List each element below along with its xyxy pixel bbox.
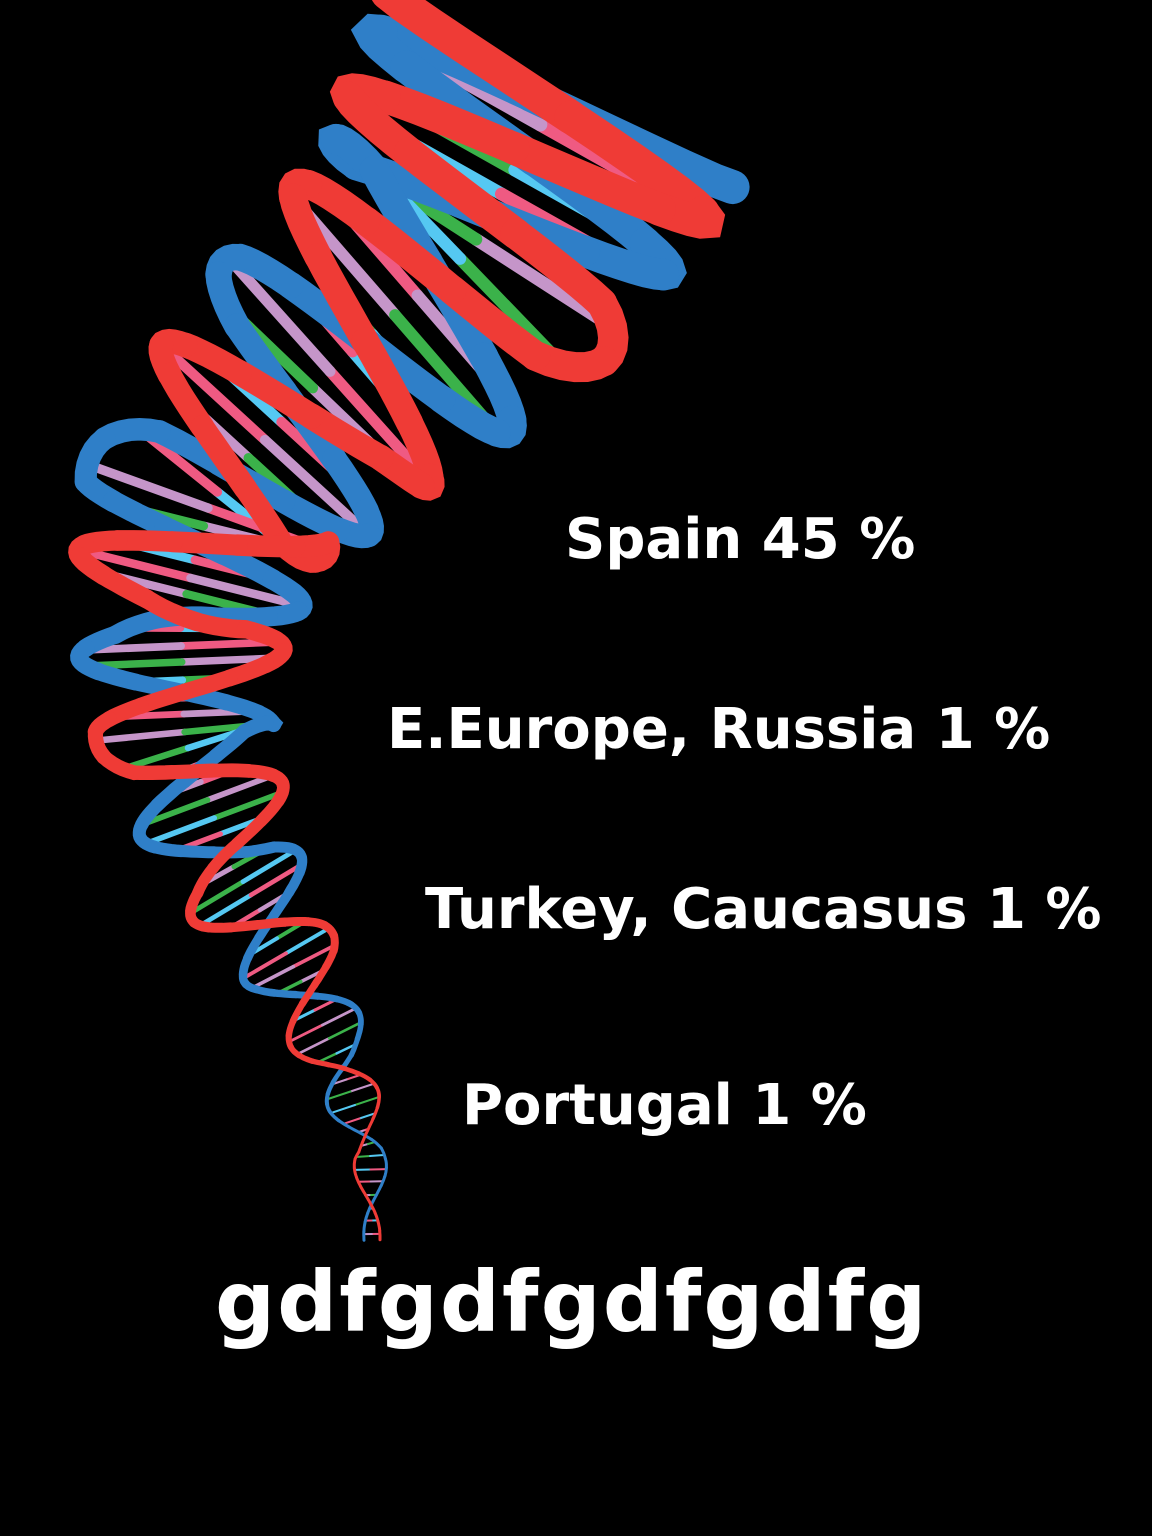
helix-rung [138, 797, 211, 828]
helix-rung [291, 943, 337, 969]
helix-strand-red [371, 1105, 380, 1121]
helix-rung [186, 573, 307, 611]
helix-strand-blue [379, 1146, 387, 1161]
helix-strand-blue [336, 1118, 351, 1129]
helix-strand-red [373, 1211, 380, 1224]
helix-rung [92, 728, 188, 744]
helix-strand-red [279, 183, 333, 271]
helix-rung [223, 252, 336, 377]
helix-rung [325, 1090, 352, 1101]
region-eeurope-russia-label: E.Europe, Russia 1 % [387, 697, 1051, 762]
helix-rung [354, 1095, 381, 1106]
helix-strand-red [376, 1220, 382, 1233]
helix-strand-red [342, 1066, 362, 1077]
helix-strand-red [359, 1184, 368, 1197]
helix-rung [259, 434, 374, 541]
helix-rung [250, 964, 296, 990]
helix-strand-blue [348, 1036, 361, 1058]
helix-strand-blue [370, 1138, 383, 1150]
helix-strand-red [162, 531, 248, 556]
helix-strand-blue [363, 1211, 370, 1224]
helix-strand-blue [354, 1021, 364, 1042]
helix-strand-red [520, 340, 620, 383]
helix-strand-blue [383, 1166, 388, 1179]
helix-strand-red [226, 359, 324, 429]
helix-strand-red [372, 0, 589, 135]
helix-strand-red [437, 274, 551, 371]
helix-strand-red [368, 80, 530, 165]
helix-rung [354, 1155, 372, 1159]
helix-strand-red [357, 1141, 364, 1154]
helix-strand-red [365, 1117, 375, 1133]
helix-strand-blue [362, 1220, 367, 1233]
helix-strand-red [310, 963, 330, 990]
helix-strand-blue [427, 385, 511, 447]
helix-rung [197, 892, 254, 928]
helix-strand-red [360, 1129, 369, 1144]
helix-strand-red [207, 837, 243, 875]
helix-rung [296, 1036, 331, 1056]
helix-rung [327, 1021, 363, 1040]
helix-strand-red [355, 1175, 362, 1188]
helix-strand-blue [379, 1175, 387, 1188]
helix-strand-red [352, 1157, 357, 1170]
footer-code-text: gdfgdfgdfgdfg [215, 1253, 929, 1351]
helix-strand-blue [271, 489, 351, 542]
region-portugal-label: Portugal 1 % [462, 1073, 867, 1138]
helix-strand-red [393, 137, 532, 250]
helix-strand-red [352, 1166, 358, 1179]
helix-strand-red [157, 362, 215, 439]
helix-strand-red [364, 1193, 373, 1206]
helix-strand-red [298, 403, 394, 471]
helix-strand-blue [329, 1111, 341, 1123]
helix-strand-blue [374, 1184, 383, 1197]
helix-rung [369, 1153, 386, 1157]
helix-strand-red [190, 415, 258, 501]
region-spain-label: Spain 45 % [565, 507, 916, 572]
helix-strand-blue [347, 1125, 363, 1135]
helix-strand-red [309, 1058, 332, 1068]
helix-strand-red [326, 1062, 347, 1071]
helix-rung [74, 545, 195, 583]
helix-strand-red [298, 981, 318, 1008]
helix-strand-blue [270, 989, 300, 999]
helix-rung [342, 1117, 361, 1125]
helix-rung [321, 1006, 358, 1027]
helix-rung [204, 772, 277, 803]
helix-strand-blue [350, 13, 424, 84]
helix-rung [240, 847, 299, 885]
helix-rung [358, 1112, 377, 1120]
helix-rung [241, 951, 288, 981]
helix-strand-red [642, 192, 726, 239]
helix-strand-red [497, 131, 676, 226]
helix-rung [349, 1082, 376, 1093]
helix-strand-red [369, 1202, 377, 1215]
helix-rung [156, 339, 271, 446]
helix-rung [82, 459, 213, 513]
helix-strand-blue [383, 1157, 388, 1170]
helix-strand-red [375, 1095, 381, 1110]
helix-strand-red [304, 243, 379, 356]
helix-rung [187, 879, 246, 916]
helix-rung [211, 789, 286, 821]
helix-strand-blue [568, 235, 680, 291]
helix-strand-red [332, 81, 426, 169]
helix-strand-blue [370, 1193, 378, 1206]
helix-rung [284, 926, 331, 956]
region-turkey-caucasus-label: Turkey, Caucasus 1 % [425, 877, 1102, 942]
helix-strand-red [351, 206, 467, 305]
helix-rung [143, 815, 218, 847]
helix-strand-red [351, 327, 424, 437]
helix-rung [329, 1104, 356, 1115]
helix-strand-blue [330, 1067, 344, 1085]
helix-strand-red [296, 1052, 316, 1064]
helix-rung [248, 862, 305, 898]
helix-rung [287, 1023, 324, 1044]
